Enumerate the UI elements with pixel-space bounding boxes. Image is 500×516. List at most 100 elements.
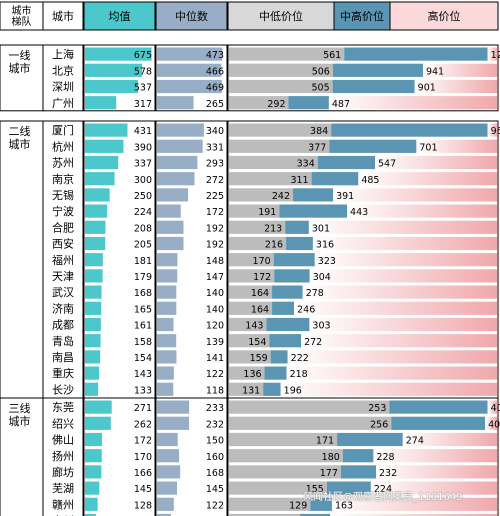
- mean-bar: [85, 96, 117, 110]
- median-value: 140: [206, 304, 224, 315]
- midlow-value: 155: [306, 484, 324, 495]
- high-bar: [370, 481, 497, 495]
- price-column-frame: [227, 120, 499, 415]
- watermark-text: 风闻社区@观察者网奥良_1101649: [303, 492, 463, 503]
- high-bar: [373, 449, 497, 463]
- city-name: 无锡: [52, 188, 74, 202]
- midhigh-bar: [332, 63, 423, 77]
- midlow-bar: [229, 204, 280, 218]
- midhigh-value: 316: [316, 240, 334, 251]
- median-value: 233: [206, 403, 224, 414]
- city-name: 苏州: [52, 157, 74, 170]
- high-bar: [302, 285, 497, 299]
- midhigh-value: 547: [378, 159, 396, 170]
- mean-bar: [85, 155, 119, 170]
- midlow-value: 561: [323, 50, 341, 61]
- midlow-value: 384: [310, 126, 328, 137]
- median-bar: [157, 465, 181, 479]
- midhigh-value: 485: [361, 175, 379, 186]
- high-bar: [487, 123, 497, 137]
- mean-value: 271: [134, 403, 152, 414]
- midhigh-bar: [286, 236, 313, 251]
- midhigh-bar: [272, 301, 295, 315]
- city-name: 上海: [52, 47, 74, 61]
- high-bar: [375, 465, 497, 479]
- midhigh-value: 323: [318, 256, 336, 267]
- median-bar: [157, 481, 178, 495]
- mean-value: 250: [134, 191, 152, 202]
- high-bar: [358, 172, 497, 186]
- high-bar: [485, 416, 497, 430]
- high-bar: [331, 497, 497, 511]
- mean-bar: [85, 301, 102, 315]
- mean-bar: [85, 236, 106, 251]
- mean-column-frame: [83, 120, 156, 415]
- median-bar: [157, 449, 180, 463]
- median-value: 293: [206, 159, 224, 170]
- header-tier-label: 梯队: [12, 15, 32, 28]
- mean-bar: [85, 317, 101, 332]
- high-bar: [487, 400, 497, 414]
- midlow-bar: [229, 317, 267, 332]
- mean-value: 300: [134, 175, 152, 186]
- midlow-bar: [229, 465, 341, 479]
- city-name: 绍兴: [52, 416, 74, 430]
- high-bar: [309, 269, 497, 283]
- median-bar: [157, 366, 174, 380]
- high-bar: [333, 188, 497, 202]
- median-bar: [157, 253, 178, 267]
- mean-bar: [85, 188, 110, 202]
- city-name: 扬州: [52, 449, 74, 463]
- mean-bar: [85, 63, 142, 77]
- median-bar: [157, 47, 223, 61]
- city-name: 厦门: [52, 123, 74, 137]
- median-value: 466: [206, 66, 224, 77]
- midlow-value: 311: [290, 175, 308, 186]
- midlow-value: 180: [322, 452, 340, 463]
- median-bar: [157, 63, 222, 77]
- median-bar: [157, 497, 174, 511]
- midlow-value: 164: [251, 288, 269, 299]
- midlow-value: 164: [251, 304, 269, 315]
- midhigh-bar: [344, 47, 488, 61]
- median-bar: [157, 155, 198, 170]
- midhigh-value: 272: [304, 337, 322, 348]
- midhigh-bar: [326, 481, 371, 495]
- mean-bar: [85, 123, 128, 137]
- median-value: 168: [206, 468, 224, 479]
- city-name: 东莞: [52, 401, 74, 414]
- median-value: 118: [206, 385, 224, 396]
- midhigh-value: 246: [297, 304, 315, 315]
- mean-bar: [85, 382, 99, 396]
- mean-value: 145: [134, 484, 152, 495]
- midlow-value: 172: [253, 272, 271, 283]
- mean-bar: [85, 172, 115, 186]
- mean-value: 179: [134, 272, 152, 283]
- mean-bar: [85, 253, 103, 267]
- midlow-value: 129: [289, 500, 307, 511]
- mean-bar: [85, 79, 138, 94]
- midlow-value: 154: [248, 337, 266, 348]
- midlow-bar: [229, 253, 274, 267]
- median-value: 122: [206, 369, 224, 380]
- midhigh-bar: [279, 204, 348, 218]
- median-bar: [157, 123, 204, 137]
- midlow-value: 256: [370, 419, 388, 430]
- header-midlow-cell: [227, 1, 335, 31]
- tier-cell: [0, 120, 44, 415]
- mean-bar: [85, 481, 100, 495]
- midhigh-value: 487: [332, 99, 350, 110]
- midhigh-bar: [331, 123, 488, 137]
- city-name: 广州: [52, 97, 74, 110]
- midhigh-value: 1253: [491, 50, 500, 61]
- mean-value: 337: [134, 159, 152, 170]
- city-column-frame: [42, 397, 84, 516]
- mean-value: 154: [134, 353, 152, 364]
- header-median-label: 中位数: [175, 9, 208, 23]
- median-bar: [157, 317, 174, 332]
- high-bar: [314, 253, 497, 267]
- mean-bar: [85, 47, 152, 61]
- midlow-bar: [229, 334, 270, 348]
- mean-bar: [85, 497, 98, 511]
